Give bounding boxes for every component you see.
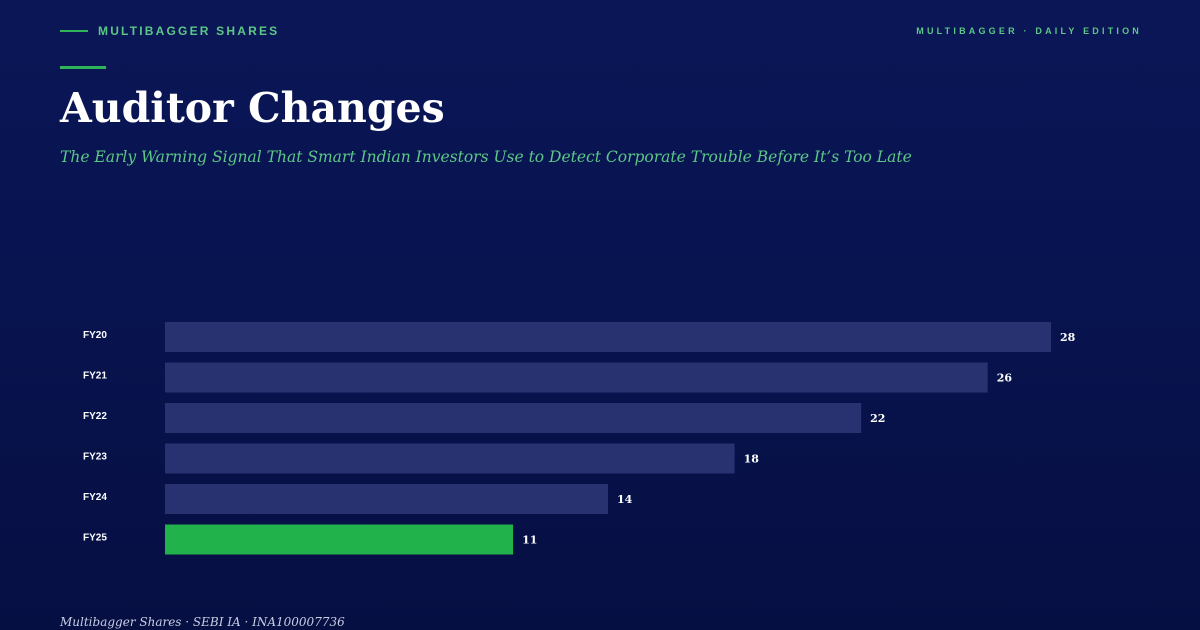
category-label-fy21: FY21 [83, 371, 107, 382]
category-label-fy25: FY25 [83, 533, 107, 544]
bar-fy21 [165, 362, 988, 393]
bar-fy22 [165, 403, 862, 433]
category-label-fy24: FY24 [83, 492, 107, 503]
value-label-fy20: 28 [1060, 331, 1076, 344]
page-subtitle: The Early Warning Signal That Smart Indi… [60, 148, 912, 166]
value-label-fy21: 26 [997, 372, 1013, 385]
brand-accent-line [60, 30, 88, 32]
brand: MULTIBAGGER SHARES [60, 24, 279, 38]
category-label-fy20: FY20 [83, 330, 107, 341]
value-label-fy22: 22 [870, 412, 885, 425]
bar-fy24 [165, 484, 608, 514]
bar-chart: FY20 28 FY21 26 FY22 22 FY23 18 FY24 14 FY25 11 [83, 322, 1076, 555]
page-title: Auditor Changes [60, 84, 445, 132]
value-label-fy24: 14 [617, 493, 633, 506]
value-label-fy25: 11 [522, 534, 537, 547]
value-label-fy23: 18 [744, 453, 760, 466]
edition-label: MULTIBAGGER · DAILY EDITION [916, 26, 1142, 36]
title-accent-bar [60, 66, 106, 69]
bar-fy25 [165, 524, 514, 555]
category-label-fy23: FY23 [83, 452, 107, 463]
bar-fy20 [165, 322, 1051, 352]
category-label-fy22: FY22 [83, 411, 107, 422]
footer-credit: Multibagger Shares · SEBI IA · INA100007… [60, 615, 345, 629]
bar-fy23 [165, 443, 735, 474]
brand-name: MULTIBAGGER SHARES [98, 24, 280, 38]
